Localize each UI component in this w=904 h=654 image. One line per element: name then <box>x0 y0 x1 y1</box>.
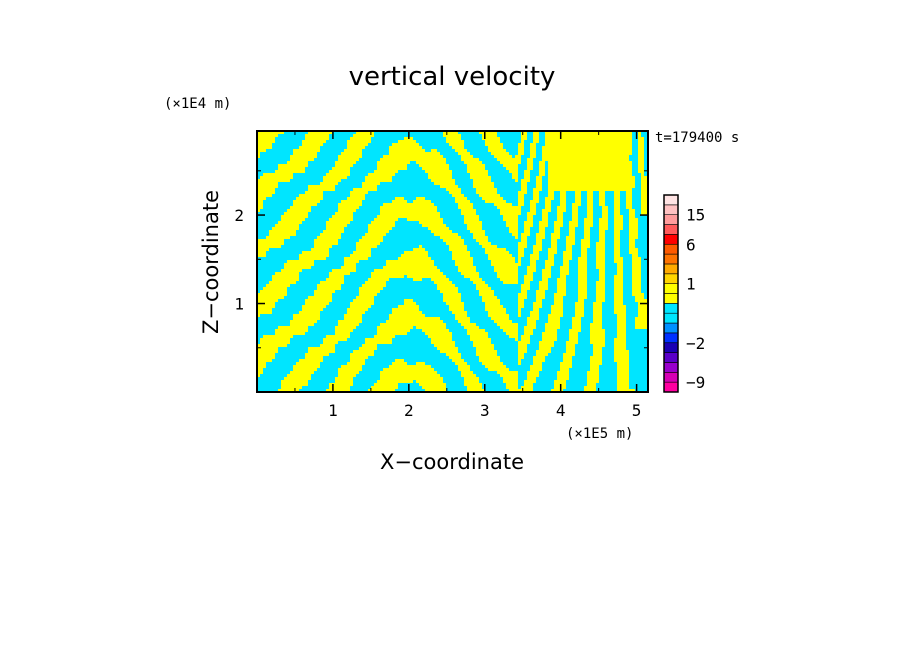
colorbar-segment <box>663 214 679 225</box>
colorbar-segment <box>663 293 679 304</box>
x-axis: 1 2 3 4 5 <box>294 131 642 420</box>
x-unit-label: (×1E5 m) <box>566 426 633 442</box>
colorbar-segment <box>663 273 679 284</box>
colorbar-tick-label: 15 <box>686 206 705 225</box>
colorbar-segment <box>663 322 679 334</box>
colorbar-tick-label: 1 <box>686 275 696 294</box>
colorbar-segment <box>663 342 679 353</box>
colorbar-segment <box>663 332 679 344</box>
y-tick-label: 2 <box>234 206 244 225</box>
colorbar-segment <box>663 362 679 373</box>
x-tick-label: 3 <box>480 401 490 420</box>
x-tick-label: 4 <box>556 401 566 420</box>
colorbar-segment <box>663 303 679 314</box>
colorbar-segment <box>663 253 679 265</box>
colorbar-tick-label: 6 <box>686 235 696 254</box>
y-tick-label: 1 <box>234 295 244 314</box>
y-axis: 12 <box>234 170 648 349</box>
colorbar-segment <box>663 243 679 255</box>
x-axis-title: X−coordinate <box>380 450 524 474</box>
x-tick-label: 1 <box>328 401 338 420</box>
colorbar-segment <box>663 234 679 245</box>
x-tick-label: 2 <box>404 401 414 420</box>
colorbar-segment <box>663 263 679 275</box>
colorbar-segment <box>663 194 679 206</box>
chart-title: vertical velocity <box>349 62 556 92</box>
colorbar-segment <box>663 283 679 294</box>
y-axis-title: Z−coordinate <box>199 190 223 334</box>
colorbar-tick-label: −9 <box>686 373 705 392</box>
colorbar: −9 −2 1 6 15 <box>663 194 705 393</box>
colorbar-segment <box>663 204 679 216</box>
velocity-field <box>257 131 648 392</box>
colorbar-tick-label: −2 <box>686 334 705 353</box>
x-tick-label: 5 <box>632 401 642 420</box>
colorbar-segment <box>663 381 679 393</box>
colorbar-segment <box>663 224 679 235</box>
y-unit-label: (×1E4 m) <box>164 96 231 112</box>
plot-frame <box>256 130 649 393</box>
colorbar-segment <box>663 352 679 363</box>
colorbar-segment <box>663 371 679 383</box>
time-label: t=179400 s <box>655 130 739 146</box>
colorbar-segment <box>663 312 679 324</box>
colorbar-frame <box>663 194 679 393</box>
